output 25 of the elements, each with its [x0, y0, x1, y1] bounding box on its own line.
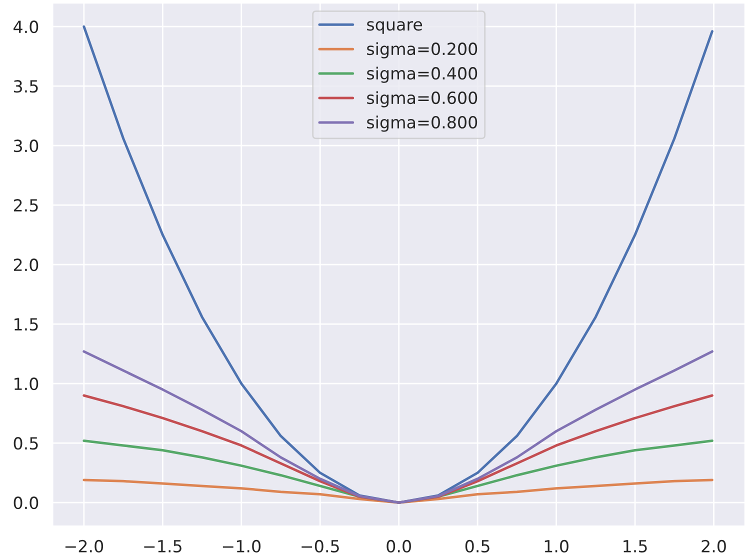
y-tick-label: 0.5 — [14, 437, 38, 450]
y-tick-label: 1.5 — [14, 318, 38, 331]
y-tick-label: 0.0 — [14, 496, 38, 510]
legend-label: sigma=0.400 — [367, 66, 478, 83]
y-tick-label: 3.5 — [14, 80, 38, 93]
line-series — [82, 350, 714, 504]
y-tick-label: 4.0 — [14, 20, 38, 34]
y-tick-label: 2.0 — [14, 258, 38, 272]
y-tick-label: 2.5 — [14, 199, 38, 212]
legend-label: sigma=0.600 — [367, 91, 478, 108]
legend-label: square — [367, 21, 422, 34]
x-tick-label: −2.0 — [65, 540, 104, 552]
legend-label: sigma=0.200 — [367, 42, 478, 58]
x-tick-label: 0.0 — [386, 540, 411, 552]
x-tick-label: −1.0 — [222, 540, 261, 552]
y-tick-label: 1.0 — [14, 378, 38, 390]
y-tick-label: 3.0 — [14, 140, 38, 152]
x-tick-label: 2.0 — [702, 540, 726, 552]
x-tick-label: 1.5 — [624, 540, 647, 552]
x-tick-label: −0.5 — [302, 540, 339, 552]
x-tick-label: −1.5 — [144, 540, 182, 552]
x-tick-label: 0.5 — [465, 540, 490, 552]
line-series — [82, 478, 714, 504]
legend-label: sigma=0.800 — [367, 116, 478, 132]
x-tick-label: 1.0 — [544, 540, 568, 552]
